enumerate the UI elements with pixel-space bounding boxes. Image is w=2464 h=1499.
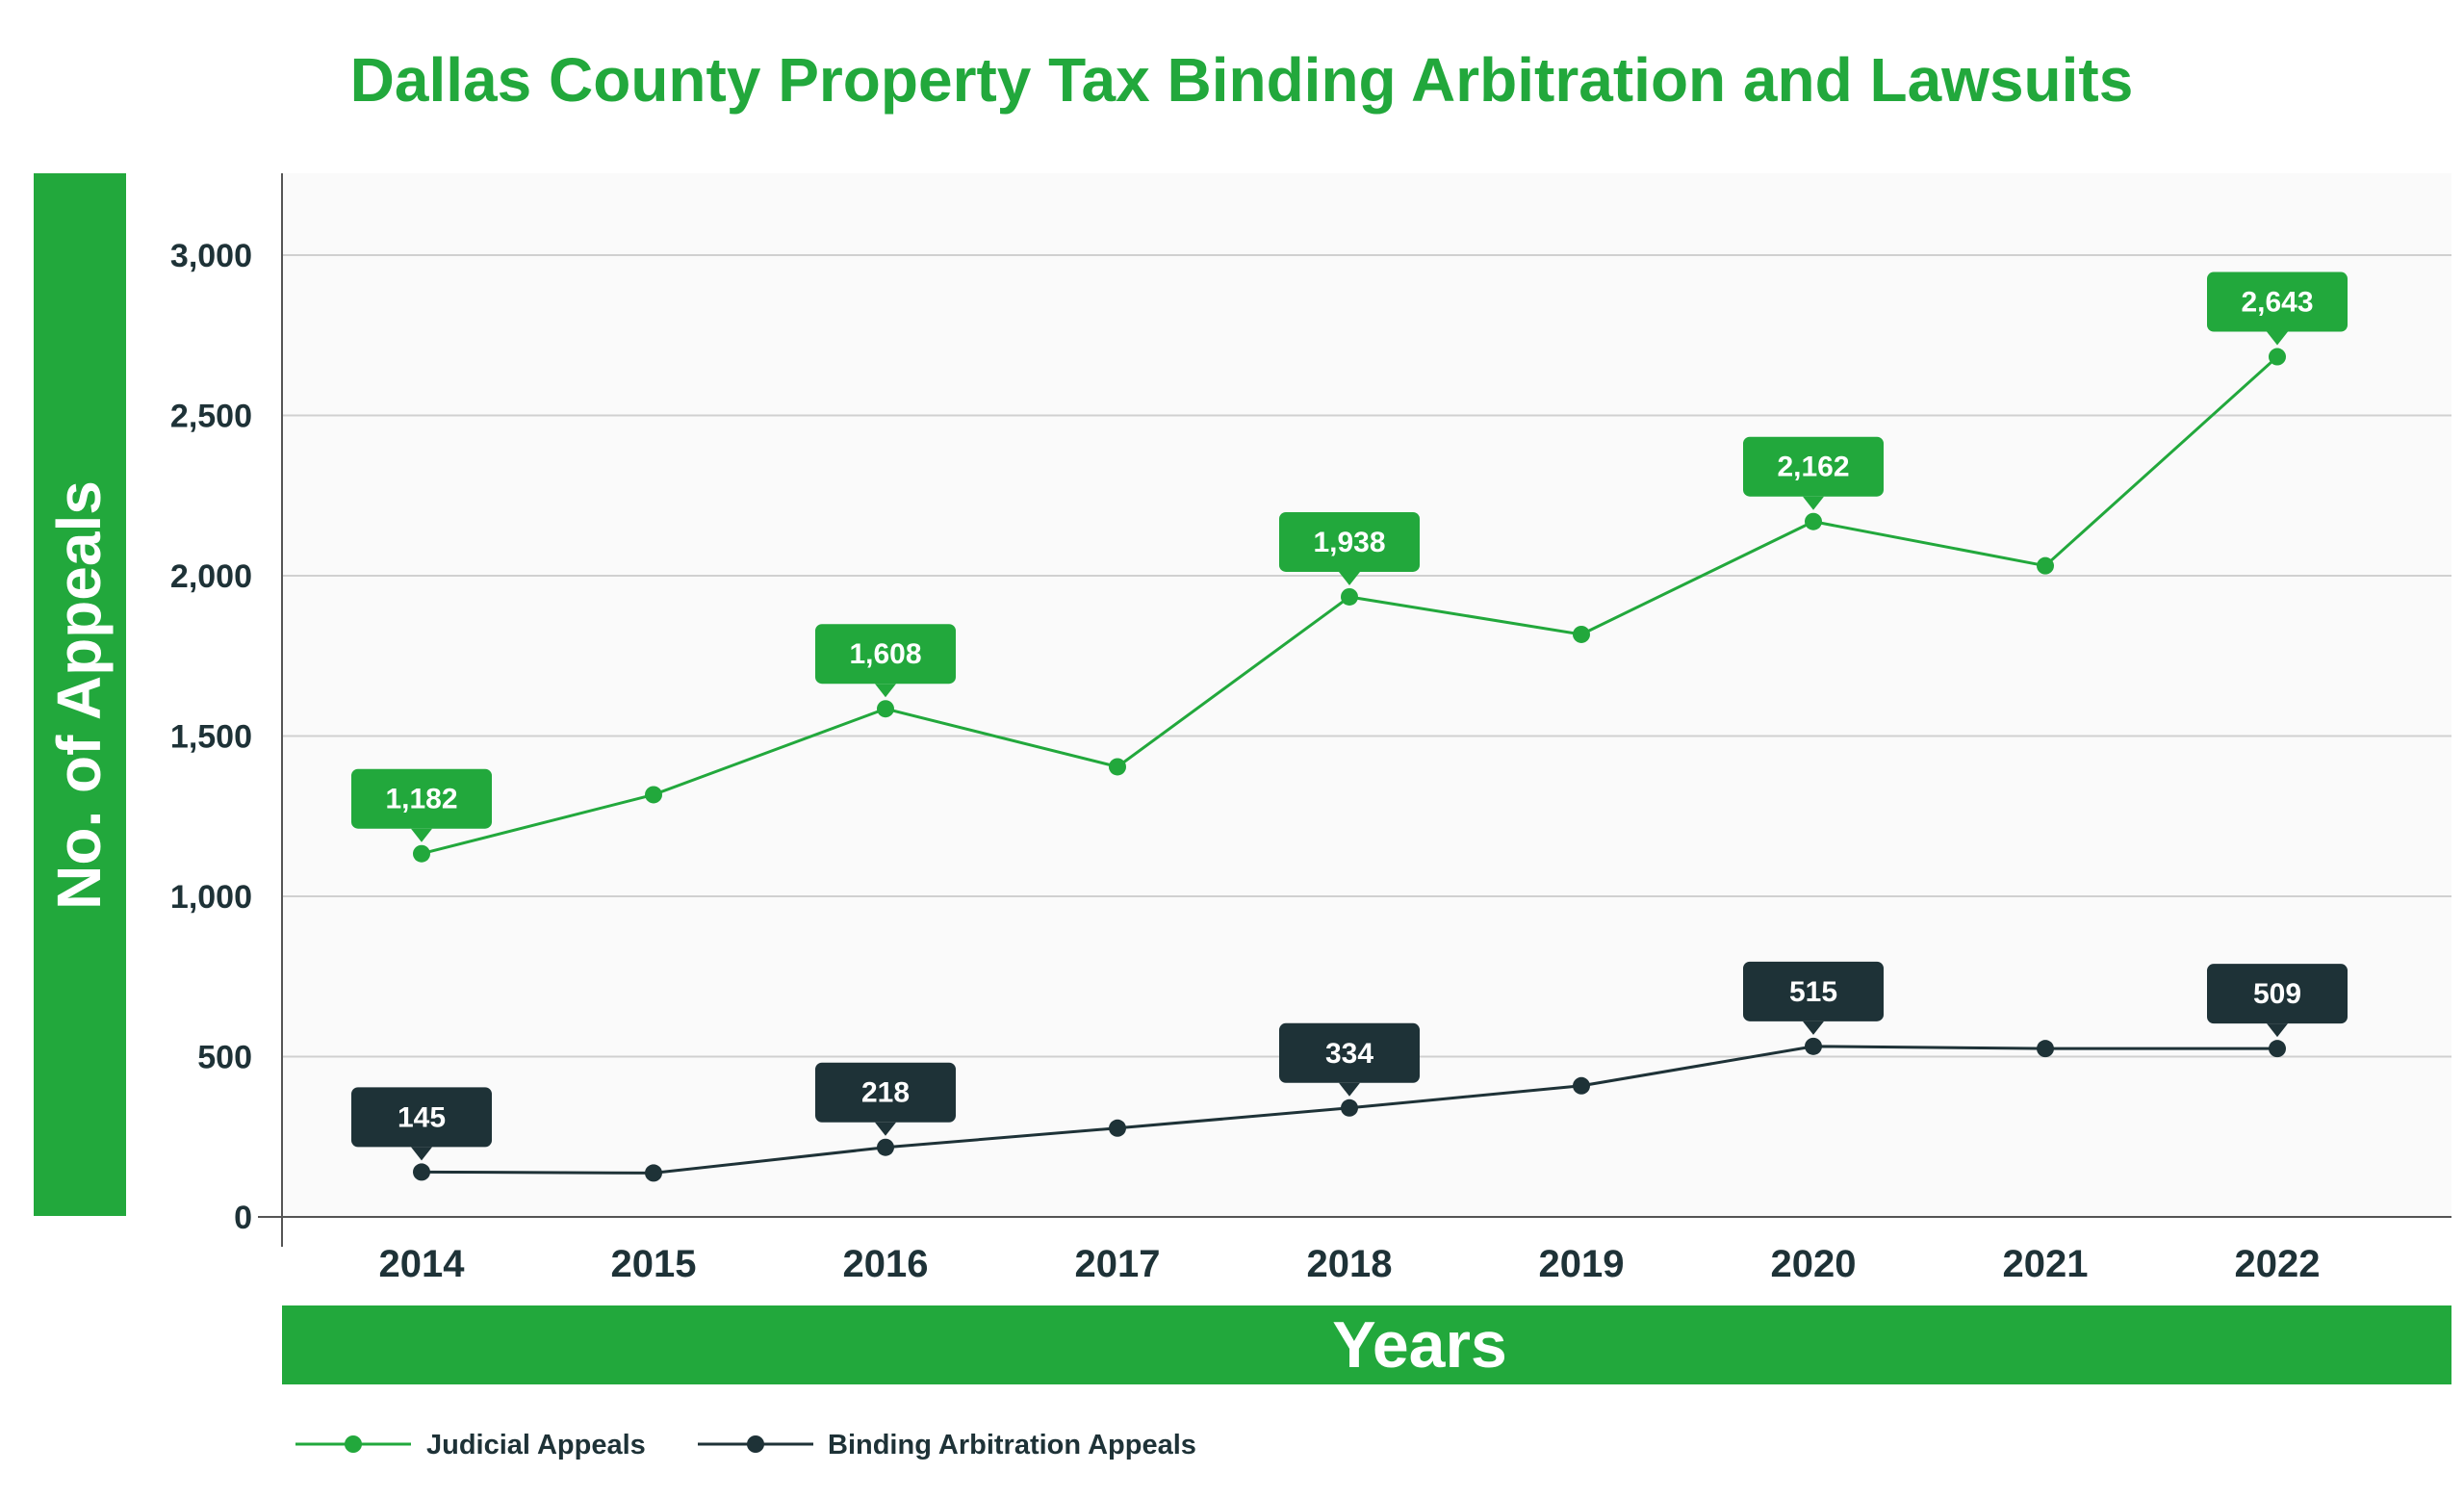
data-point — [1805, 1037, 1822, 1055]
callout-box — [1279, 511, 1420, 572]
callout-box — [351, 1087, 492, 1148]
x-tick-label: 2018 — [1307, 1243, 1393, 1285]
data-point — [1805, 512, 1822, 530]
x-tick-labels: 2014 2015 2016 2017 2018 2019 2020 2021 2022 — [379, 1243, 2321, 1285]
legend-label-judicial: Judicial Appeals — [426, 1430, 646, 1460]
data-point — [1109, 1119, 1126, 1137]
x-tick-label: 2015 — [611, 1243, 697, 1285]
data-label: 1,938 — [1313, 527, 1385, 558]
data-label-callout: 334 — [1279, 1022, 1420, 1097]
x-tick-label: 2022 — [2235, 1243, 2321, 1285]
data-label: 145 — [398, 1101, 446, 1133]
y-axis-label: No. of Appeals — [44, 480, 114, 910]
y-tick-labels: 0 500 1,000 1,500 2,000 2,500 3,000 — [170, 238, 252, 1236]
data-point — [877, 700, 894, 718]
callout-pointer — [2267, 331, 2288, 346]
data-label-callout: 145 — [351, 1087, 492, 1161]
gridlines — [283, 254, 2451, 1058]
y-tick-label: 1,000 — [170, 879, 252, 916]
y-axis-label-band — [34, 173, 126, 1216]
data-point — [645, 1164, 662, 1182]
x-tick-label: 2014 — [379, 1243, 466, 1285]
callout-box — [815, 1062, 956, 1123]
data-label: 509 — [2253, 978, 2301, 1010]
data-point — [1341, 1098, 1358, 1117]
callout-pointer — [875, 1122, 896, 1136]
callout-pointer — [2267, 1023, 2288, 1038]
data-point — [413, 844, 430, 863]
x-tick-label: 2021 — [2003, 1243, 2089, 1285]
data-label: 334 — [1325, 1038, 1373, 1070]
callout-pointer — [411, 1147, 432, 1161]
data-label: 1,608 — [849, 638, 921, 670]
data-point — [2269, 1040, 2286, 1058]
data-point — [2269, 348, 2286, 366]
callout-box — [2207, 271, 2348, 332]
data-label-callout: 2,162 — [1743, 436, 1884, 510]
data-point — [645, 786, 662, 804]
y-tick-label: 500 — [197, 1040, 252, 1076]
callout-box — [351, 768, 492, 829]
data-label: 1,182 — [385, 784, 457, 815]
data-point — [1109, 758, 1126, 776]
legend: Judicial Appeals Binding Arbitration App… — [295, 1430, 1196, 1460]
data-callouts: 1,182 1,608 1,938 2,162 2,643 145 218 334 515 509 — [351, 271, 2348, 1161]
callout-pointer — [1339, 1082, 1360, 1097]
data-label-callout: 1,182 — [351, 768, 492, 842]
x-axis-label-band — [282, 1305, 2451, 1384]
y-tick-label: 1,500 — [170, 719, 252, 756]
legend-marker-judicial — [345, 1435, 362, 1453]
callout-box — [1279, 1022, 1420, 1083]
data-label: 218 — [861, 1077, 910, 1109]
chart-title: Dallas County Property Tax Binding Arbit… — [350, 45, 2134, 115]
callout-box — [815, 624, 956, 685]
x-tick-label: 2016 — [843, 1243, 929, 1285]
legend-label-arbitration: Binding Arbitration Appeals — [828, 1430, 1196, 1460]
data-point — [2037, 1040, 2054, 1058]
callout-pointer — [1803, 496, 1824, 510]
data-label-callout: 218 — [815, 1062, 956, 1136]
data-point — [1341, 587, 1358, 606]
callout-pointer — [411, 828, 432, 842]
y-tick-label: 2,500 — [170, 399, 252, 435]
y-tick-label: 2,000 — [170, 558, 252, 595]
callout-box — [1743, 436, 1884, 497]
data-label-callout: 515 — [1743, 961, 1884, 1035]
y-tick-label: 3,000 — [170, 238, 252, 274]
callout-pointer — [875, 684, 896, 698]
x-axis-label: Years — [1332, 1308, 1507, 1382]
data-label-callout: 509 — [2207, 964, 2348, 1038]
legend-item-arbitration: Binding Arbitration Appeals — [698, 1430, 1196, 1460]
data-label: 2,643 — [2241, 287, 2313, 319]
callout-box — [1743, 961, 1884, 1021]
legend-item-judicial: Judicial Appeals — [295, 1430, 646, 1460]
data-label: 515 — [1789, 976, 1837, 1008]
x-tick-label: 2019 — [1539, 1243, 1625, 1285]
legend-marker-arbitration — [747, 1435, 764, 1453]
data-label-callout: 1,938 — [1279, 511, 1420, 585]
callout-pointer — [1803, 1021, 1824, 1035]
data-label-callout: 1,608 — [815, 624, 956, 698]
data-label: 2,162 — [1777, 452, 1849, 483]
callout-box — [2207, 964, 2348, 1024]
y-tick-label: 0 — [234, 1200, 252, 1236]
data-label-callout: 2,643 — [2207, 271, 2348, 346]
x-tick-label: 2017 — [1075, 1243, 1161, 1285]
series — [413, 348, 2286, 1182]
data-point — [877, 1138, 894, 1156]
data-point — [413, 1163, 430, 1181]
callout-pointer — [1339, 571, 1360, 585]
x-tick-label: 2020 — [1771, 1243, 1857, 1285]
data-point — [1573, 625, 1590, 643]
data-point — [1573, 1076, 1590, 1095]
data-point — [2037, 556, 2054, 575]
